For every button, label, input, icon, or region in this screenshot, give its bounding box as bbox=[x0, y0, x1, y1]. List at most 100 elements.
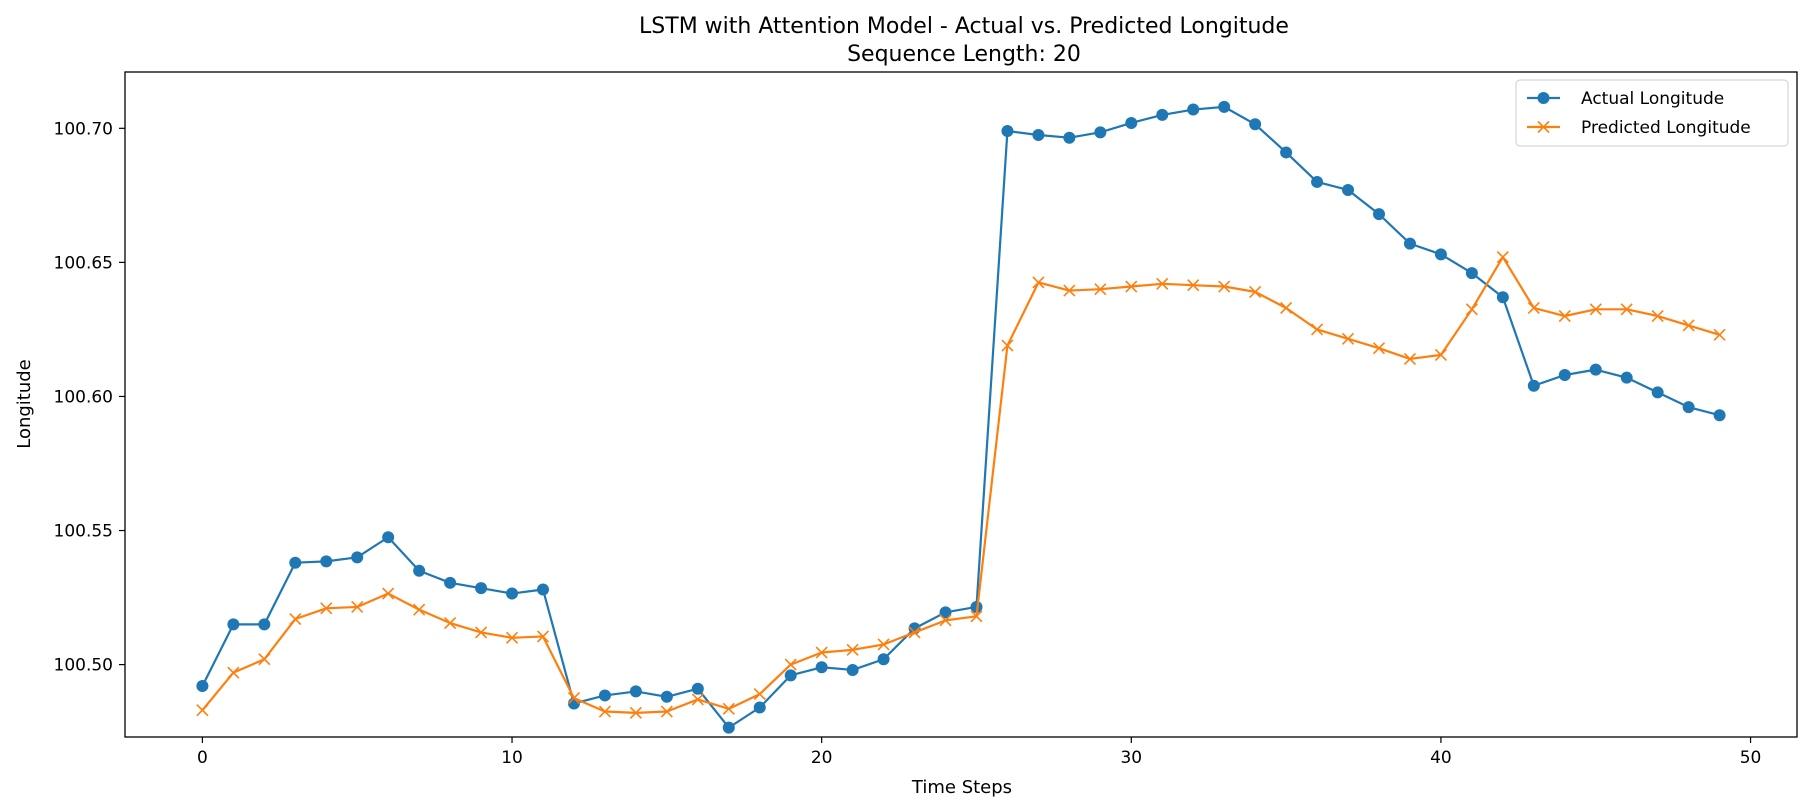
data-point bbox=[382, 531, 395, 544]
data-point bbox=[598, 705, 611, 718]
data-point bbox=[1125, 280, 1138, 293]
data-point bbox=[1558, 309, 1571, 323]
data-point bbox=[536, 630, 550, 643]
data-point bbox=[939, 606, 952, 619]
data-point bbox=[506, 587, 519, 600]
chart-title: LSTM with Attention Model - Actual vs. P… bbox=[639, 14, 1289, 39]
data-point bbox=[320, 555, 333, 568]
data-point bbox=[1434, 248, 1447, 261]
legend-label-actual: Actual Longitude bbox=[1581, 89, 1724, 109]
y-tick-label: 100.55 bbox=[54, 522, 113, 542]
series-line-actual bbox=[201, 105, 1720, 729]
data-point bbox=[1589, 303, 1602, 316]
data-point bbox=[258, 653, 271, 666]
data-point bbox=[1651, 386, 1664, 399]
data-point bbox=[1713, 328, 1726, 341]
x-tick-label: 40 bbox=[1430, 748, 1452, 768]
data-point bbox=[629, 706, 642, 719]
data-point bbox=[1527, 379, 1540, 392]
y-axis-label: Longitude bbox=[14, 359, 35, 449]
series-actual bbox=[196, 100, 1726, 734]
data-point bbox=[475, 582, 488, 595]
data-point bbox=[1063, 131, 1076, 144]
data-point bbox=[846, 643, 859, 656]
data-point bbox=[1465, 303, 1478, 316]
legend-x-marker bbox=[1537, 120, 1550, 134]
data-point bbox=[1187, 103, 1200, 116]
data-point bbox=[444, 576, 457, 589]
y-axis: 100.50 100.55 100.60 100.65 100.70 bbox=[54, 119, 125, 676]
data-point bbox=[660, 690, 673, 703]
data-point bbox=[877, 653, 890, 666]
data-point bbox=[970, 610, 983, 623]
legend-marker-predicted bbox=[1537, 120, 1550, 134]
series-line-predicted bbox=[201, 255, 1720, 714]
data-point bbox=[1496, 291, 1509, 304]
data-point bbox=[289, 612, 302, 626]
data-point bbox=[722, 721, 735, 734]
data-point bbox=[1682, 401, 1695, 414]
data-point bbox=[629, 685, 642, 698]
data-point bbox=[691, 693, 704, 706]
data-point bbox=[939, 614, 952, 627]
data-point bbox=[1434, 348, 1447, 361]
data-point bbox=[444, 616, 457, 630]
data-point bbox=[753, 688, 766, 701]
data-point bbox=[1280, 146, 1293, 159]
data-point bbox=[227, 618, 240, 631]
data-point bbox=[1094, 283, 1107, 296]
data-point bbox=[1558, 369, 1571, 382]
x-tick-label: 20 bbox=[811, 748, 833, 768]
series-predicted bbox=[196, 250, 1726, 719]
data-point bbox=[1125, 116, 1138, 129]
legend: Actual Longitude Predicted Longitude bbox=[1515, 79, 1789, 147]
y-tick-label: 100.60 bbox=[54, 387, 113, 407]
data-point bbox=[1527, 301, 1540, 315]
y-tick-label: 100.65 bbox=[54, 253, 113, 273]
data-point bbox=[1620, 303, 1633, 316]
data-point bbox=[877, 638, 890, 651]
x-axis: 0 10 20 30 40 50 bbox=[197, 737, 1761, 768]
data-point bbox=[320, 602, 333, 615]
data-point bbox=[846, 663, 859, 676]
data-point bbox=[1094, 126, 1107, 139]
data-point bbox=[1280, 301, 1293, 315]
data-point bbox=[908, 626, 921, 639]
data-point bbox=[1682, 319, 1695, 332]
data-point bbox=[227, 666, 240, 679]
data-point bbox=[1001, 339, 1014, 352]
data-point bbox=[598, 689, 611, 702]
data-point bbox=[1218, 100, 1231, 113]
data-point bbox=[1032, 276, 1045, 289]
legend-box bbox=[1515, 79, 1789, 147]
y-tick-label: 100.70 bbox=[54, 119, 113, 139]
legend-marker-actual bbox=[1537, 92, 1550, 104]
data-point bbox=[1342, 183, 1355, 196]
data-point bbox=[1341, 332, 1355, 345]
data-point bbox=[196, 680, 209, 693]
data-point bbox=[351, 551, 364, 564]
data-point bbox=[784, 669, 797, 682]
x-axis-label: Time Steps bbox=[911, 777, 1012, 798]
data-point bbox=[258, 618, 271, 631]
data-point bbox=[1001, 124, 1014, 137]
data-point bbox=[1403, 352, 1417, 365]
data-point bbox=[567, 692, 581, 705]
x-tick-label: 50 bbox=[1740, 748, 1762, 768]
data-point bbox=[1156, 277, 1169, 290]
y-tick-label: 100.50 bbox=[54, 656, 113, 676]
data-point bbox=[1403, 237, 1416, 250]
data-point bbox=[413, 603, 426, 616]
data-point bbox=[691, 682, 704, 695]
data-point bbox=[413, 564, 426, 577]
data-point bbox=[1032, 129, 1045, 142]
data-point bbox=[1589, 363, 1602, 376]
data-point bbox=[1372, 342, 1386, 355]
data-point bbox=[1373, 208, 1385, 221]
data-point bbox=[1465, 267, 1478, 280]
data-point bbox=[1249, 285, 1262, 298]
data-point bbox=[784, 658, 797, 671]
data-point bbox=[753, 701, 766, 714]
series-layer bbox=[196, 100, 1726, 734]
